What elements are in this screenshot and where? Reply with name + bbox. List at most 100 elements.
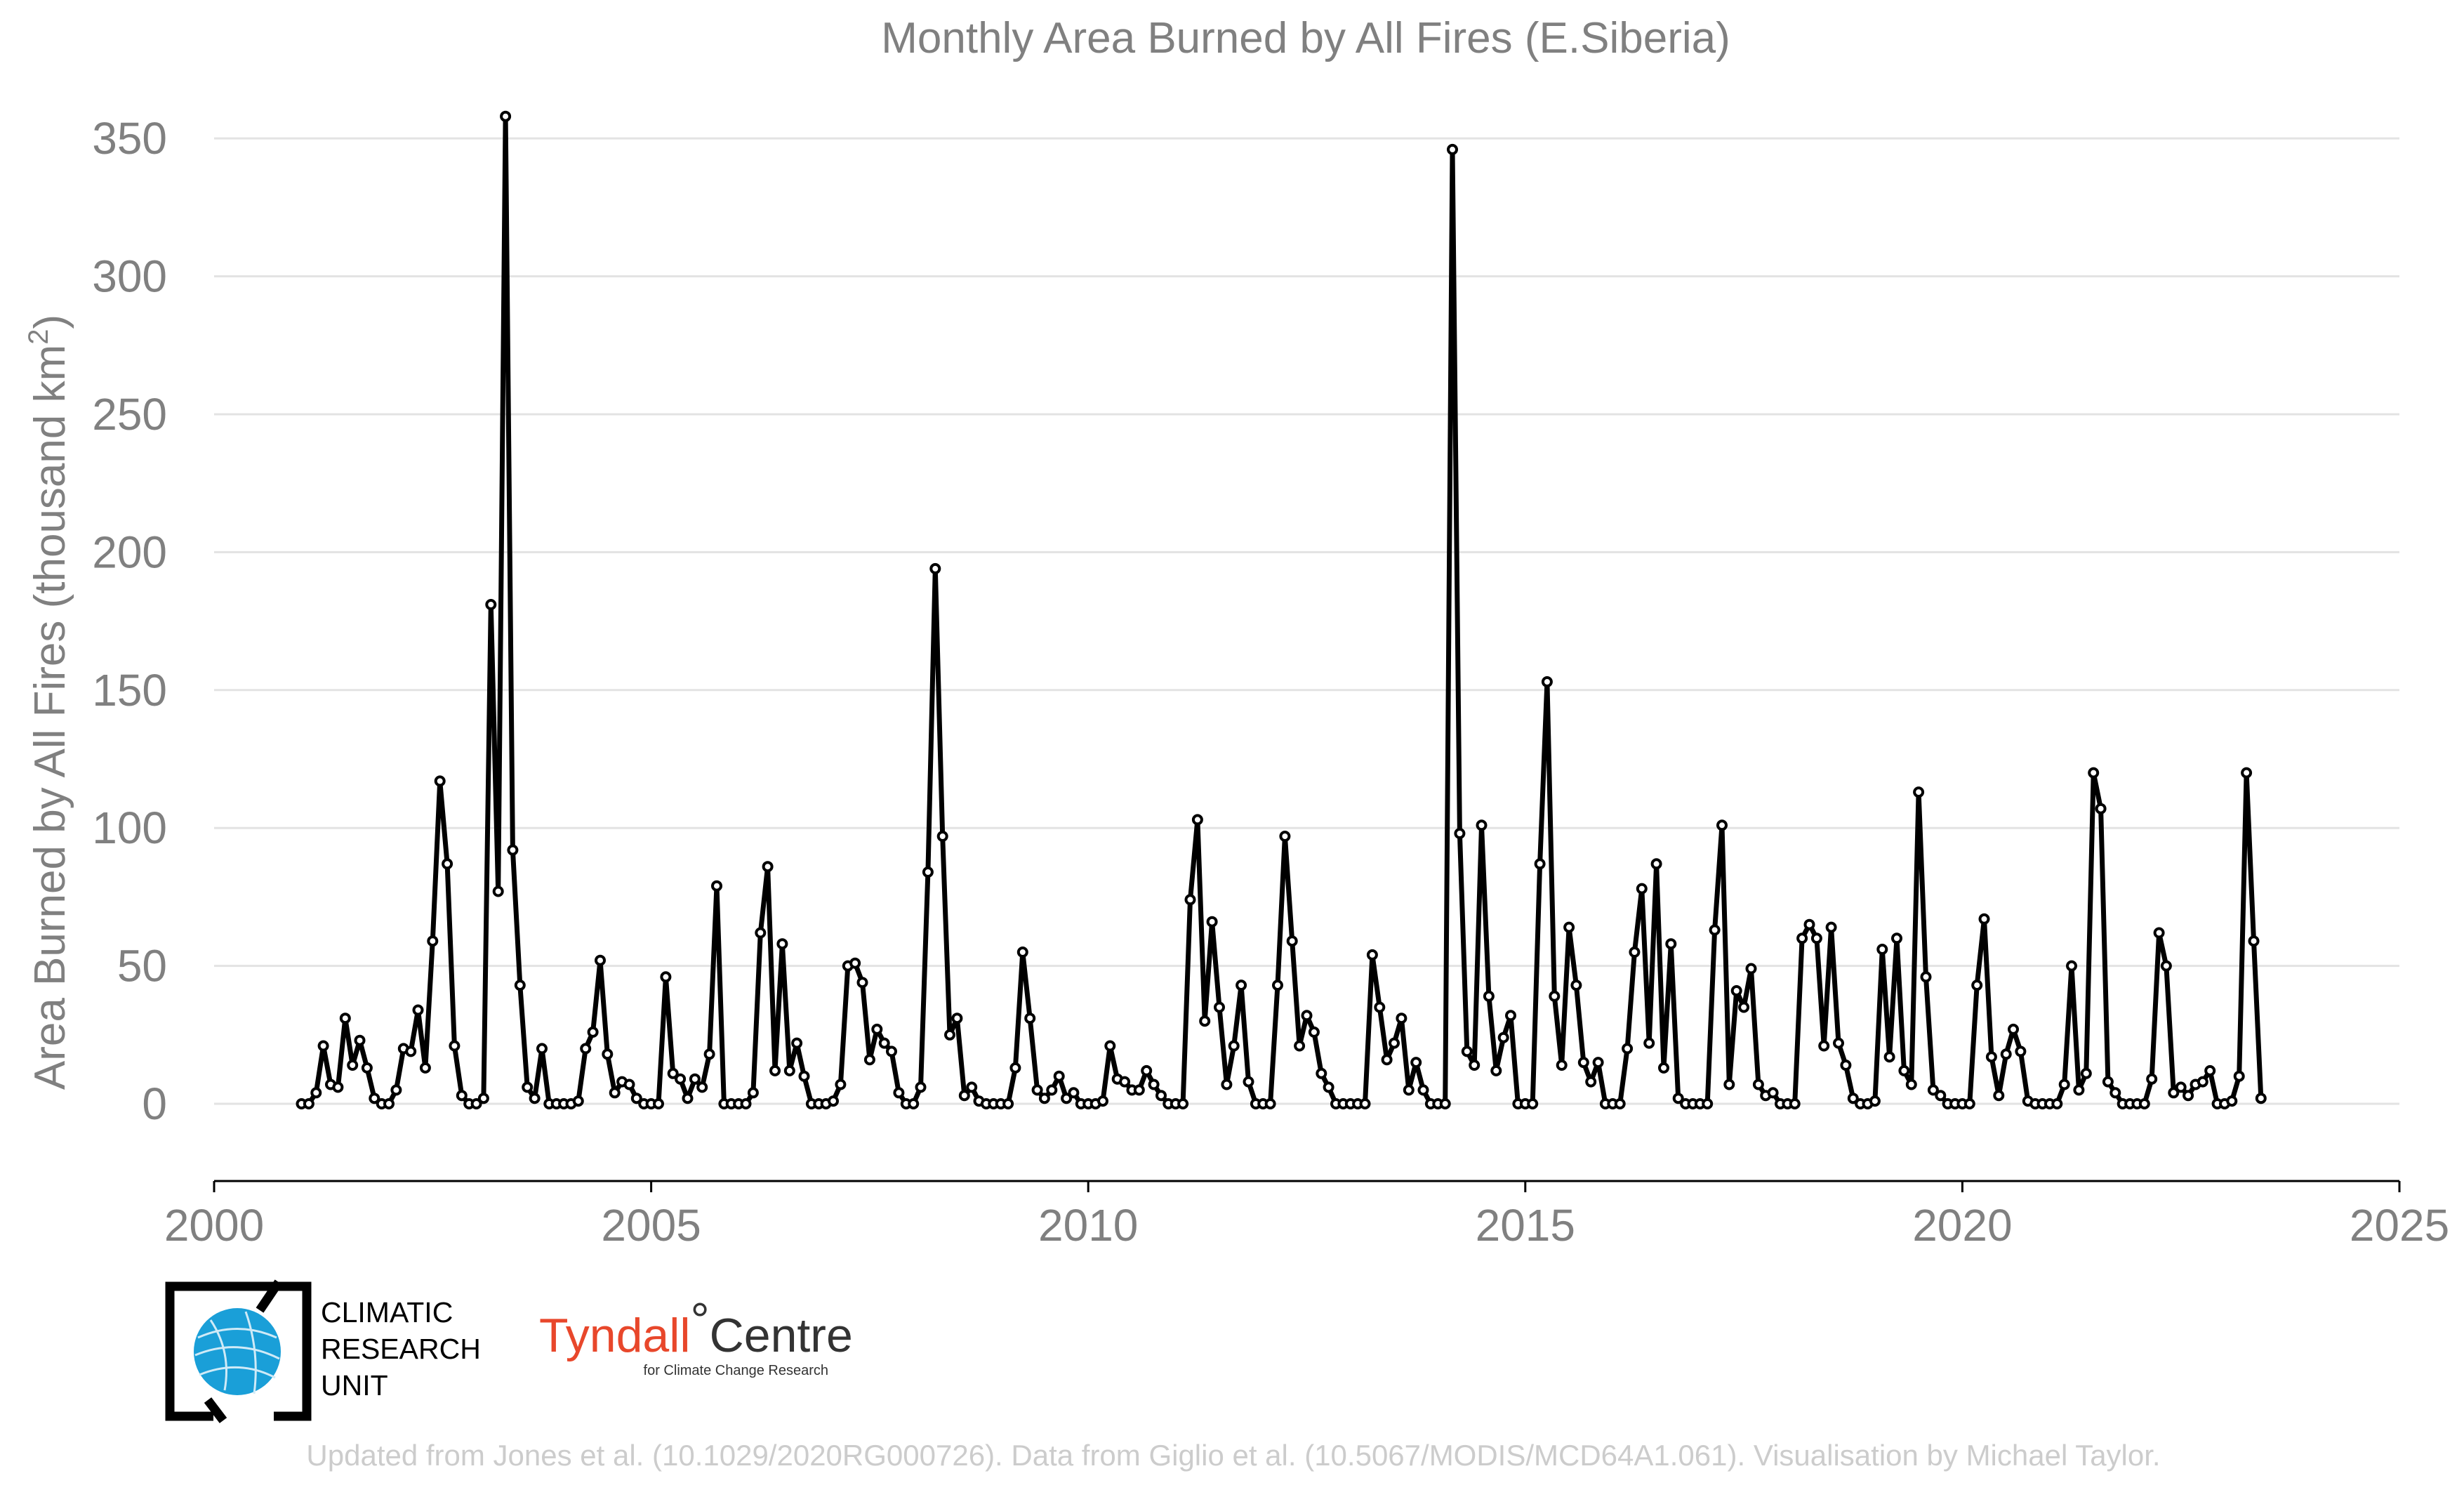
data-point-202 xyxy=(1767,1087,1779,1099)
data-point-146 xyxy=(1359,1098,1371,1109)
cru-logo-slash-bottom xyxy=(204,1397,227,1423)
data-point-248 xyxy=(2102,1076,2114,1088)
y-tick-label-350: 350 xyxy=(92,113,167,164)
data-point-247 xyxy=(2095,803,2107,815)
data-point-217 xyxy=(1876,944,1888,955)
data-point-65 xyxy=(769,1064,781,1076)
data-point-129 xyxy=(1236,980,1247,991)
data-point-62 xyxy=(747,1087,759,1099)
data-point-269 xyxy=(2255,1093,2267,1104)
data-point-89 xyxy=(944,1029,955,1041)
data-point-261 xyxy=(2197,1076,2208,1088)
x-axis: 2000 2005 2010 2015 2020 2025 xyxy=(164,1180,2449,1251)
data-point-208 xyxy=(1810,932,1822,944)
data-point-40 xyxy=(587,1026,599,1038)
data-point-8 xyxy=(354,1034,366,1046)
data-point-101 xyxy=(1031,1084,1043,1096)
data-point-171 xyxy=(1541,676,1553,687)
data-point-52 xyxy=(675,1073,687,1085)
data-point-7 xyxy=(347,1060,359,1071)
svg-text:Tyndall°Centre: Tyndall°Centre xyxy=(539,1293,853,1362)
data-point-55 xyxy=(696,1081,708,1093)
data-point-186 xyxy=(1650,858,1662,870)
series-line xyxy=(299,114,2264,1107)
data-point-113 xyxy=(1119,1076,1131,1088)
credit-text: Updated from Jones et al. (10.1029/2020R… xyxy=(306,1439,2160,1472)
data-point-170 xyxy=(1534,858,1546,870)
x-tick-label-2020: 2020 xyxy=(1912,1200,2012,1251)
data-point-165 xyxy=(1497,1031,1509,1043)
data-point-187 xyxy=(1658,1062,1669,1074)
data-point-266 xyxy=(2233,1070,2245,1082)
data-point-128 xyxy=(1228,1040,1240,1052)
y-axis-tick-labels: 0 50 100 150 200 250 300 350 xyxy=(92,113,167,1129)
data-point-77 xyxy=(856,977,868,989)
x-tick-label-2025: 2025 xyxy=(2350,1200,2449,1251)
series-group xyxy=(296,110,2267,1109)
data-point-53 xyxy=(682,1093,694,1104)
data-point-88 xyxy=(936,831,948,842)
data-point-256 xyxy=(2160,960,2172,972)
y-tick-label-0: 0 xyxy=(142,1079,167,1129)
data-point-221 xyxy=(1905,1079,1917,1090)
y-tick-label-250: 250 xyxy=(92,389,167,440)
data-point-80 xyxy=(878,1037,890,1049)
data-point-223 xyxy=(1920,971,1932,983)
data-point-265 xyxy=(2226,1095,2238,1107)
data-point-79 xyxy=(871,1023,883,1035)
data-point-45 xyxy=(623,1079,635,1090)
data-point-97 xyxy=(1002,1098,1014,1109)
data-point-25 xyxy=(477,1093,489,1104)
data-point-181 xyxy=(1614,1098,1626,1109)
tyndall-logo-centre: Centre xyxy=(710,1309,853,1362)
cru-logo-globe-lines xyxy=(194,1311,280,1394)
y-tick-label-200: 200 xyxy=(92,527,167,577)
data-point-17 xyxy=(419,1062,431,1074)
data-point-141 xyxy=(1323,1081,1334,1093)
data-point-5 xyxy=(332,1081,344,1093)
data-point-213 xyxy=(1847,1093,1859,1104)
data-point-151 xyxy=(1396,1013,1407,1024)
x-tick-label-2015: 2015 xyxy=(1476,1200,1575,1251)
tyndall-logo: Tyndall°Centre for Climate Change Resear… xyxy=(539,1293,853,1378)
data-point-235 xyxy=(2008,1023,2019,1035)
data-point-182 xyxy=(1622,1043,1634,1055)
data-point-100 xyxy=(1024,1013,1036,1024)
data-point-246 xyxy=(2088,767,2100,779)
data-point-30 xyxy=(514,980,526,991)
data-point-106 xyxy=(1068,1087,1080,1099)
data-point-103 xyxy=(1046,1084,1058,1096)
data-point-67 xyxy=(783,1064,795,1076)
data-point-177 xyxy=(1585,1076,1597,1088)
cru-logo-line-3: UNIT xyxy=(321,1369,388,1402)
data-point-122 xyxy=(1184,894,1196,906)
data-point-1 xyxy=(303,1098,314,1109)
x-tick-label-2010: 2010 xyxy=(1038,1200,1138,1251)
data-point-110 xyxy=(1097,1095,1108,1107)
data-point-211 xyxy=(1833,1037,1844,1049)
data-point-209 xyxy=(1818,1040,1830,1052)
data-point-175 xyxy=(1570,980,1582,991)
data-point-262 xyxy=(2204,1064,2216,1076)
data-point-164 xyxy=(1490,1064,1502,1076)
data-point-9 xyxy=(361,1062,373,1074)
data-point-32 xyxy=(529,1093,541,1104)
data-point-127 xyxy=(1221,1079,1233,1090)
data-point-22 xyxy=(456,1090,468,1102)
data-point-42 xyxy=(602,1048,614,1060)
data-point-56 xyxy=(703,1048,715,1060)
data-point-78 xyxy=(863,1054,875,1066)
data-point-230 xyxy=(1971,980,1983,991)
data-point-99 xyxy=(1016,947,1028,958)
data-point-243 xyxy=(2066,960,2077,972)
data-point-255 xyxy=(2153,927,2165,939)
data-point-46 xyxy=(630,1093,642,1104)
data-point-166 xyxy=(1505,1010,1516,1022)
tyndall-logo-degree: ° xyxy=(690,1293,709,1347)
data-point-206 xyxy=(1796,932,1808,944)
data-point-225 xyxy=(1935,1090,1947,1102)
x-tick-label-2005: 2005 xyxy=(601,1200,701,1251)
data-point-185 xyxy=(1643,1037,1655,1049)
data-point-105 xyxy=(1061,1093,1073,1104)
data-point-123 xyxy=(1191,814,1203,826)
